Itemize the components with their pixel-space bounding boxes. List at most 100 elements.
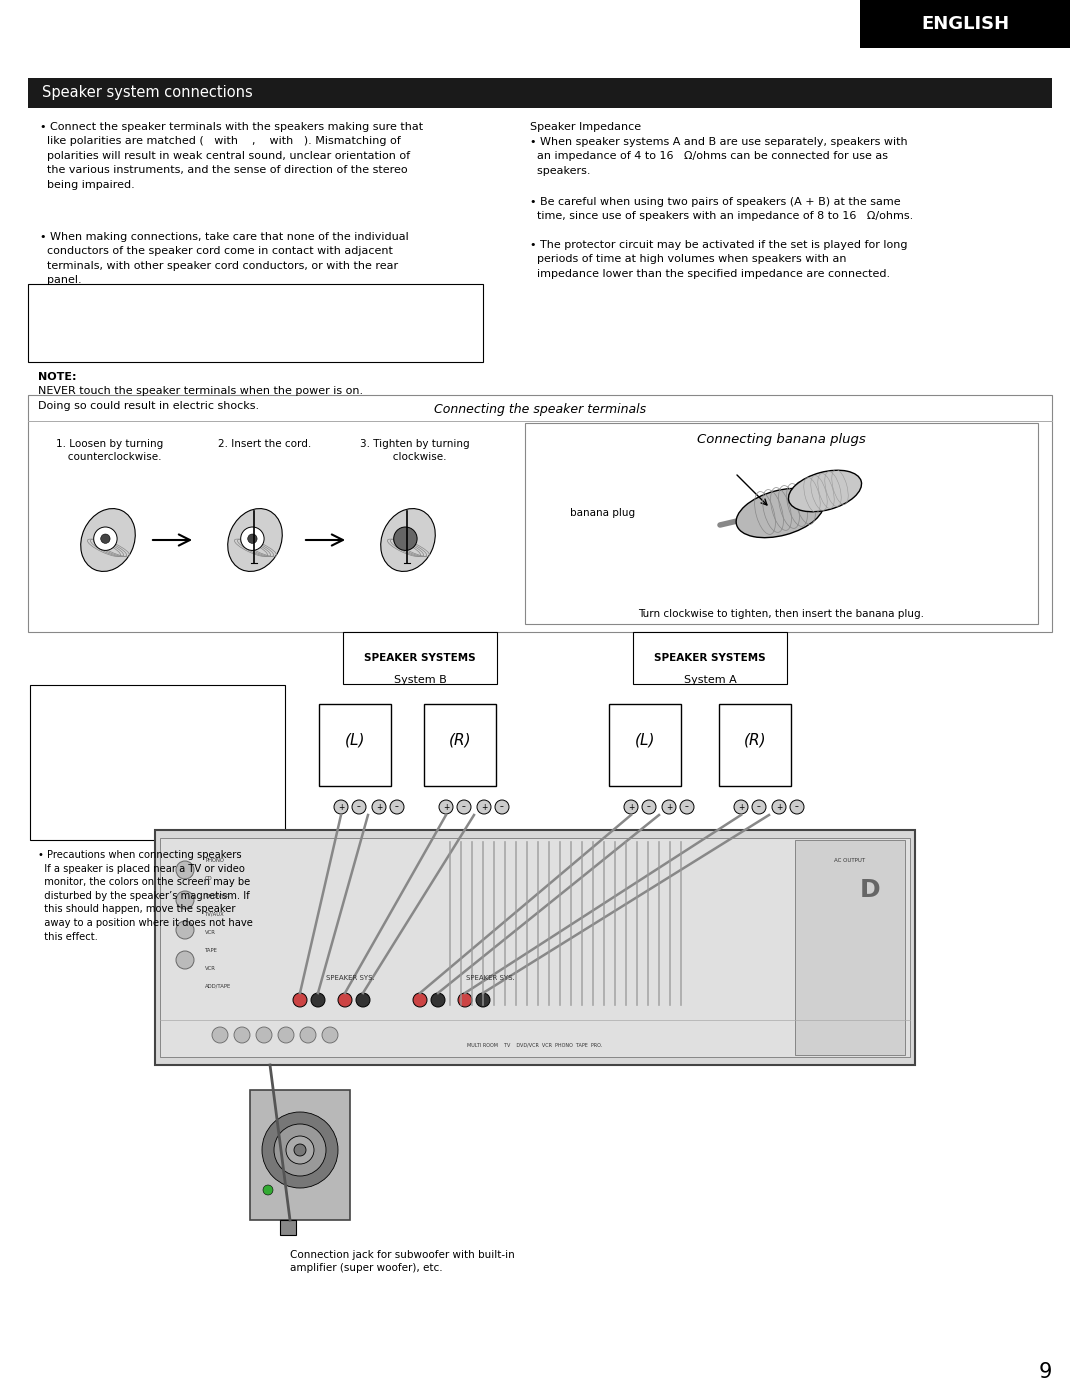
Circle shape (176, 951, 194, 970)
FancyBboxPatch shape (28, 78, 1052, 108)
Text: Connection jack for subwoofer with built-in
amplifier (super woofer), etc.: Connection jack for subwoofer with built… (291, 1249, 515, 1273)
Circle shape (457, 800, 471, 814)
Circle shape (476, 993, 490, 1007)
Circle shape (176, 891, 194, 909)
Text: VCR: VCR (205, 965, 216, 971)
Text: ADD/TAPE: ADD/TAPE (205, 983, 231, 989)
Text: (L): (L) (635, 733, 656, 747)
Text: CD: CD (205, 876, 213, 880)
Circle shape (477, 800, 491, 814)
Circle shape (372, 800, 386, 814)
Text: • Be careful when using two pairs of speakers (A + B) at the same
  time, since : • Be careful when using two pairs of spe… (530, 197, 914, 221)
Ellipse shape (381, 509, 435, 571)
Circle shape (334, 800, 348, 814)
Text: SPEAKER SYS.: SPEAKER SYS. (326, 975, 375, 981)
Circle shape (262, 1112, 338, 1188)
Text: –: – (395, 803, 399, 811)
Circle shape (438, 800, 453, 814)
Text: (L): (L) (345, 733, 365, 747)
Circle shape (274, 1123, 326, 1177)
Circle shape (176, 860, 194, 879)
Text: • When speaker systems A and B are use separately, speakers with
  an impedance : • When speaker systems A and B are use s… (530, 137, 907, 176)
FancyBboxPatch shape (28, 284, 483, 362)
Text: SPEAKER SYSTEMS: SPEAKER SYSTEMS (364, 653, 476, 663)
Text: Connecting banana plugs: Connecting banana plugs (697, 432, 866, 445)
Circle shape (338, 993, 352, 1007)
Circle shape (431, 993, 445, 1007)
Text: TAPE: TAPE (205, 947, 218, 953)
Text: System A: System A (684, 674, 737, 686)
Text: MULTI ROOM    TV    DVD/VCR  VCR  PHONO  TAPE  PRO.: MULTI ROOM TV DVD/VCR VCR PHONO TAPE PRO… (468, 1042, 603, 1048)
Ellipse shape (788, 470, 862, 512)
Text: • The protector circuit may be activated if the set is played for long
  periods: • The protector circuit may be activated… (530, 241, 907, 278)
Text: • Connect the speaker terminals with the speakers making sure that
  like polari: • Connect the speaker terminals with the… (40, 122, 423, 190)
Circle shape (680, 800, 694, 814)
Text: +: + (665, 803, 672, 811)
Text: banana plug: banana plug (570, 508, 635, 518)
Circle shape (394, 527, 417, 550)
FancyBboxPatch shape (525, 422, 1038, 624)
Circle shape (624, 800, 638, 814)
Circle shape (94, 527, 117, 550)
Text: +: + (376, 803, 382, 811)
Circle shape (789, 800, 804, 814)
Text: –: – (357, 803, 361, 811)
Circle shape (256, 1027, 272, 1044)
Text: NEVER touch the speaker terminals when the power is on.
Doing so could result in: NEVER touch the speaker terminals when t… (38, 386, 363, 411)
Circle shape (390, 800, 404, 814)
Text: System B: System B (393, 674, 446, 686)
Circle shape (286, 1136, 314, 1164)
Circle shape (278, 1027, 294, 1044)
Text: –: – (462, 803, 465, 811)
Text: PHONO: PHONO (205, 858, 224, 863)
Text: SPEAKER SYS.: SPEAKER SYS. (465, 975, 514, 981)
FancyBboxPatch shape (280, 1220, 296, 1235)
FancyBboxPatch shape (30, 686, 285, 839)
Text: SPEAKER SYSTEMS: SPEAKER SYSTEMS (654, 653, 766, 663)
Circle shape (264, 1185, 273, 1195)
Text: +: + (481, 803, 487, 811)
Text: –: – (757, 803, 761, 811)
Text: TV/AUX: TV/AUX (205, 912, 225, 916)
Ellipse shape (737, 488, 824, 537)
Text: 3. Tighten by turning
   clockwise.: 3. Tighten by turning clockwise. (361, 439, 470, 462)
Text: +: + (443, 803, 449, 811)
Circle shape (294, 1144, 306, 1156)
Circle shape (352, 800, 366, 814)
Text: (R): (R) (448, 733, 471, 747)
Ellipse shape (228, 509, 282, 571)
Text: 1. Loosen by turning
   counterclockwise.: 1. Loosen by turning counterclockwise. (56, 439, 164, 462)
FancyBboxPatch shape (424, 704, 496, 786)
FancyBboxPatch shape (249, 1090, 350, 1220)
Text: +: + (627, 803, 634, 811)
FancyBboxPatch shape (795, 839, 905, 1055)
Circle shape (241, 527, 265, 550)
Text: DVD/VDP: DVD/VDP (205, 894, 229, 898)
Circle shape (662, 800, 676, 814)
Text: Speaker Impedance: Speaker Impedance (530, 122, 642, 132)
Circle shape (413, 993, 427, 1007)
Ellipse shape (81, 509, 135, 571)
FancyBboxPatch shape (28, 395, 1052, 632)
Text: Turn clockwise to tighten, then insert the banana plug.: Turn clockwise to tighten, then insert t… (638, 609, 924, 618)
Text: 2. Insert the cord.: 2. Insert the cord. (218, 439, 312, 449)
FancyBboxPatch shape (319, 704, 391, 786)
FancyBboxPatch shape (609, 704, 681, 786)
Text: Speaker system connections: Speaker system connections (42, 85, 253, 101)
Circle shape (642, 800, 656, 814)
Circle shape (300, 1027, 316, 1044)
Circle shape (322, 1027, 338, 1044)
Circle shape (176, 921, 194, 939)
Circle shape (293, 993, 307, 1007)
Text: +: + (338, 803, 345, 811)
Circle shape (212, 1027, 228, 1044)
Text: +: + (738, 803, 744, 811)
Circle shape (311, 993, 325, 1007)
Text: –: – (685, 803, 689, 811)
Text: –: – (500, 803, 504, 811)
Circle shape (772, 800, 786, 814)
Circle shape (734, 800, 748, 814)
Text: D: D (860, 879, 880, 902)
Text: (R): (R) (744, 733, 767, 747)
Text: AC OUTPUT: AC OUTPUT (835, 858, 865, 863)
